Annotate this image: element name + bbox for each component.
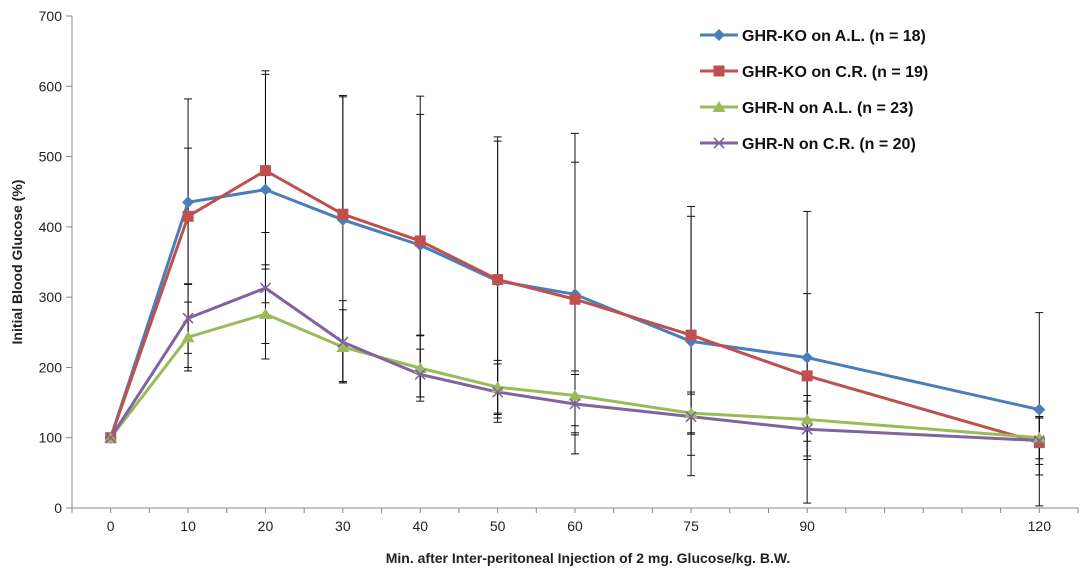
x-tick-label: 60: [567, 518, 583, 534]
data-point: [337, 336, 349, 348]
x-tick-label: 75: [683, 518, 699, 534]
y-tick-label: 400: [39, 219, 63, 235]
legend-label: GHR-N on C.R. (n = 20): [742, 136, 916, 153]
legend-marker: [712, 101, 726, 112]
data-point: [492, 386, 504, 398]
data-point: [801, 351, 814, 364]
y-tick-label: 700: [39, 8, 63, 24]
legend-label: GHR-N on A.L. (n = 23): [742, 100, 913, 117]
y-tick-label: 300: [39, 289, 63, 305]
x-axis-ticks: 0 10 20 30 40 50 60 75 90 120: [71, 508, 1079, 534]
error-bar: [184, 283, 193, 368]
y-tick-label: 0: [54, 500, 62, 516]
legend-label: GHR-KO on C.R. (n = 19): [742, 64, 928, 81]
data-point: [258, 308, 272, 320]
data-point: [569, 293, 581, 305]
x-tick-label: 20: [258, 518, 274, 534]
data-point: [492, 274, 504, 286]
series-line-3: [109, 312, 1040, 440]
data-point: [1033, 434, 1045, 447]
y-axis-title: Initial Blood Glucose (%): [9, 180, 25, 345]
y-tick-label: 600: [39, 78, 63, 94]
legend-marker: [713, 65, 725, 77]
legend-marker: [713, 137, 725, 149]
y-tick-label: 100: [39, 430, 63, 446]
legend-item: GHR-N on C.R. (n = 20): [700, 136, 916, 153]
y-tick-label: 500: [39, 149, 63, 165]
data-point: [1033, 403, 1046, 416]
series-line-2: [109, 169, 1040, 445]
series-markers: [104, 165, 1046, 449]
data-point: [801, 370, 813, 382]
x-tick-label: 120: [1028, 518, 1052, 534]
data-point: [568, 389, 582, 401]
x-tick-label: 10: [180, 518, 196, 534]
data-point: [800, 413, 814, 425]
series-lines: [109, 169, 1040, 445]
legend: GHR-KO on A.L. (n = 18) GHR-KO on C.R. (n…: [700, 28, 928, 153]
data-point: [182, 312, 194, 324]
series-line-4: [109, 286, 1040, 443]
legend-marker: [713, 29, 725, 41]
data-point: [182, 196, 195, 209]
y-axis-ticks: 0 100 200 300 400 500 600 700: [39, 8, 72, 516]
data-point: [182, 210, 194, 222]
data-point: [259, 165, 271, 177]
error-bar: [687, 393, 696, 477]
x-axis-title: Min. after Inter-peritoneal Injection of…: [386, 550, 791, 566]
data-point: [259, 282, 272, 294]
series-line-1: [109, 188, 1040, 439]
data-point: [105, 432, 117, 444]
plot-area: 0 100 200 300 400 500 600 700 0 10 20 30 40 50 60 75 90…: [39, 8, 1079, 534]
legend-item: GHR-KO on A.L. (n = 18): [700, 28, 926, 45]
data-point: [684, 407, 698, 419]
data-point: [569, 398, 581, 410]
data-point: [259, 183, 272, 196]
y-tick-label: 200: [39, 359, 63, 375]
legend-item: GHR-N on A.L. (n = 23): [700, 100, 913, 117]
data-point: [337, 208, 349, 220]
data-point: [414, 368, 426, 381]
data-point: [685, 329, 697, 341]
x-tick-label: 0: [107, 518, 115, 534]
data-point: [181, 331, 195, 343]
data-point: [336, 341, 350, 353]
x-tick-label: 40: [412, 518, 428, 534]
x-tick-label: 90: [799, 518, 815, 534]
x-tick-label: 50: [490, 518, 506, 534]
legend-label: GHR-KO on A.L. (n = 18): [742, 28, 926, 45]
data-point: [1032, 431, 1046, 443]
error-bar: [416, 95, 425, 336]
data-point: [801, 423, 813, 435]
legend-item: GHR-KO on C.R. (n = 19): [700, 64, 928, 81]
x-tick-label: 30: [335, 518, 351, 534]
data-point: [685, 411, 697, 423]
data-point: [414, 235, 426, 247]
